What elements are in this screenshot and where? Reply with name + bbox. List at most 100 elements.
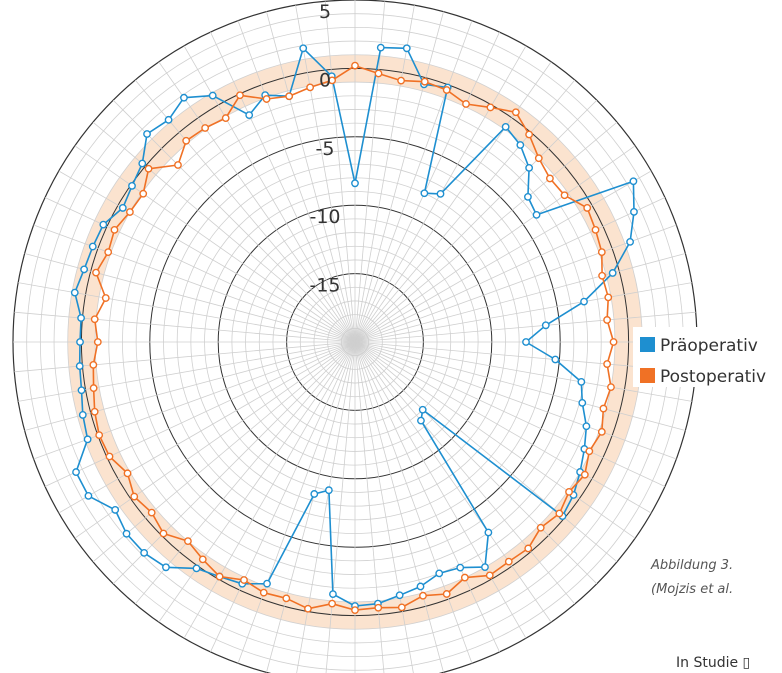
spoke-line	[324, 1, 356, 343]
data-point	[419, 591, 427, 600]
spoke-line	[354, 341, 618, 563]
spoke-line	[354, 341, 385, 673]
spoke-line	[354, 61, 552, 343]
spoke-line	[354, 341, 636, 539]
data-point	[630, 208, 638, 216]
data-point	[164, 115, 173, 124]
body-text-fragment: In Studie ▯	[676, 655, 751, 671]
legend-swatch	[640, 368, 655, 383]
data-point	[180, 93, 188, 102]
data-point	[597, 427, 606, 436]
legend: Präoperativ Postoperativ	[633, 327, 782, 387]
spoke-line	[354, 341, 444, 673]
spoke-line	[354, 341, 692, 402]
data-point	[536, 523, 545, 532]
radial-tick-label: -15	[309, 275, 340, 297]
data-point	[245, 111, 254, 120]
spoke-line	[24, 253, 356, 343]
spoke-line	[354, 341, 473, 664]
figure-caption-line2: (Mojzis et al.	[651, 582, 734, 597]
radial-tick-label: 5	[319, 1, 331, 23]
spoke-line	[354, 341, 527, 639]
data-point	[263, 579, 271, 588]
data-point	[580, 297, 588, 306]
data-point	[435, 569, 444, 578]
data-point	[208, 91, 217, 100]
data-point	[460, 573, 469, 582]
data-point	[585, 447, 594, 456]
data-point	[99, 220, 108, 229]
data-point	[240, 576, 248, 584]
data-point	[184, 537, 192, 546]
data-point	[583, 204, 592, 212]
data-point	[128, 181, 136, 190]
spoke-line	[354, 224, 677, 343]
data-point	[110, 225, 119, 234]
spoke-line	[354, 341, 598, 585]
data-point	[534, 154, 543, 163]
data-point	[525, 163, 534, 172]
data-point	[324, 486, 333, 495]
data-point	[126, 208, 134, 216]
spoke-line	[33, 224, 356, 343]
data-point	[351, 606, 359, 615]
spoke-line	[183, 341, 356, 639]
data-point	[436, 190, 445, 198]
data-point	[418, 405, 427, 414]
spoke-line	[18, 341, 356, 402]
data-point	[504, 557, 513, 566]
spoke-line	[158, 61, 356, 343]
data-point	[182, 136, 191, 145]
legend-background	[633, 327, 782, 387]
data-point	[159, 529, 168, 538]
spoke-line	[14, 341, 356, 373]
data-point	[262, 95, 271, 103]
data-point	[603, 316, 612, 324]
spoke-line	[92, 341, 356, 563]
data-point	[541, 321, 550, 330]
data-series	[70, 43, 638, 615]
data-point	[89, 360, 98, 369]
spoke-line	[354, 31, 500, 343]
data-point	[456, 563, 465, 572]
data-point	[420, 77, 429, 86]
polar-grid	[12, 0, 698, 673]
data-point	[75, 362, 84, 370]
data-point	[395, 591, 404, 600]
data-point	[577, 378, 586, 386]
data-point	[591, 225, 600, 234]
data-point	[299, 44, 308, 53]
data-point	[328, 599, 337, 608]
legend-swatch	[640, 337, 655, 352]
data-point	[84, 491, 93, 500]
spoke-line	[44, 197, 356, 343]
spoke-line	[134, 341, 356, 605]
data-point	[306, 83, 315, 92]
data-point	[597, 248, 606, 257]
data-point	[609, 338, 618, 346]
data-point	[80, 265, 89, 274]
spoke-line	[354, 145, 636, 343]
data-point	[95, 431, 104, 440]
data-point	[397, 603, 406, 612]
data-point	[201, 124, 210, 132]
spoke-line	[354, 79, 576, 343]
data-point	[328, 76, 337, 85]
data-point	[522, 338, 530, 346]
data-point	[551, 355, 560, 364]
data-point	[374, 603, 383, 612]
data-point	[417, 416, 425, 425]
spoke-line	[295, 5, 356, 343]
spoke-line	[354, 253, 686, 343]
data-point	[532, 210, 541, 219]
data-point	[118, 204, 127, 212]
spoke-line	[74, 145, 356, 343]
data-point	[485, 571, 494, 580]
spoke-line	[354, 341, 576, 605]
data-point	[174, 161, 182, 169]
spoke-line	[112, 99, 356, 343]
data-point	[374, 69, 383, 78]
data-point	[89, 384, 98, 392]
spoke-line	[14, 311, 356, 343]
data-point	[93, 338, 102, 346]
